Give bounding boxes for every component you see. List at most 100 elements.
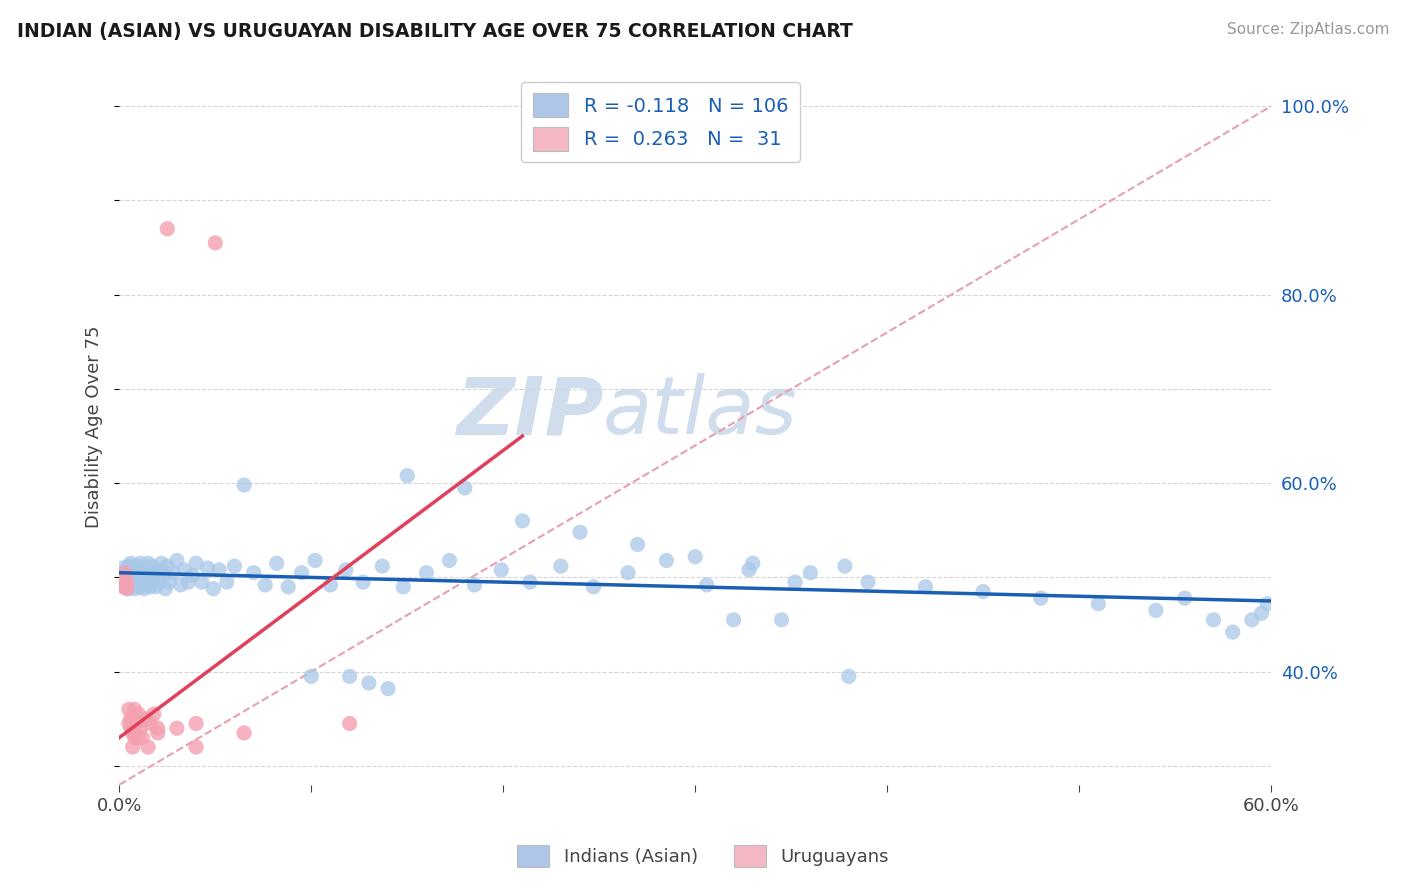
Point bbox=[299, 669, 322, 683]
Point bbox=[127, 577, 149, 591]
Point bbox=[770, 613, 793, 627]
Point bbox=[146, 726, 169, 740]
Point bbox=[127, 707, 149, 722]
Point bbox=[146, 563, 169, 577]
Point bbox=[723, 613, 745, 627]
Point bbox=[184, 740, 207, 755]
Point bbox=[1250, 606, 1272, 620]
Point bbox=[202, 582, 225, 596]
Point bbox=[696, 578, 718, 592]
Point bbox=[115, 575, 138, 590]
Point bbox=[136, 740, 159, 755]
Point bbox=[129, 580, 152, 594]
Point bbox=[156, 221, 179, 235]
Point bbox=[124, 582, 146, 596]
Point bbox=[1256, 597, 1278, 611]
Point bbox=[131, 731, 153, 745]
Point bbox=[191, 575, 214, 590]
Point bbox=[120, 575, 142, 590]
Point bbox=[339, 716, 361, 731]
Point bbox=[142, 707, 165, 722]
Point bbox=[215, 575, 238, 590]
Point bbox=[626, 537, 648, 551]
Point bbox=[914, 580, 936, 594]
Point bbox=[127, 563, 149, 577]
Point bbox=[184, 716, 207, 731]
Point bbox=[129, 721, 152, 735]
Point bbox=[550, 559, 572, 574]
Point bbox=[655, 553, 678, 567]
Point bbox=[118, 702, 141, 716]
Point bbox=[277, 580, 299, 594]
Point bbox=[738, 563, 761, 577]
Point bbox=[121, 578, 143, 592]
Point bbox=[197, 561, 219, 575]
Legend: Indians (Asian), Uruguayans: Indians (Asian), Uruguayans bbox=[509, 838, 897, 874]
Point bbox=[166, 553, 188, 567]
Point bbox=[139, 563, 162, 577]
Point bbox=[1222, 625, 1244, 640]
Point bbox=[415, 566, 437, 580]
Point bbox=[114, 566, 136, 580]
Point bbox=[139, 716, 162, 731]
Point bbox=[838, 669, 860, 683]
Point bbox=[131, 578, 153, 592]
Point bbox=[266, 556, 288, 570]
Point bbox=[339, 669, 361, 683]
Point bbox=[173, 563, 195, 577]
Legend: R = -0.118   N = 106, R =  0.263   N =  31: R = -0.118 N = 106, R = 0.263 N = 31 bbox=[522, 82, 800, 162]
Point bbox=[335, 563, 357, 577]
Point bbox=[136, 556, 159, 570]
Point bbox=[124, 702, 146, 716]
Point bbox=[120, 712, 142, 726]
Point bbox=[134, 561, 156, 575]
Point bbox=[1087, 597, 1109, 611]
Point bbox=[150, 556, 173, 570]
Point bbox=[155, 582, 177, 596]
Point bbox=[118, 559, 141, 574]
Point bbox=[856, 575, 879, 590]
Point bbox=[127, 731, 149, 745]
Point bbox=[352, 575, 374, 590]
Point bbox=[141, 559, 163, 574]
Point bbox=[170, 578, 193, 592]
Point bbox=[617, 566, 640, 580]
Point bbox=[121, 561, 143, 575]
Point bbox=[1240, 613, 1263, 627]
Point bbox=[396, 468, 419, 483]
Point bbox=[319, 578, 342, 592]
Point bbox=[454, 481, 477, 495]
Point bbox=[392, 580, 415, 594]
Point bbox=[112, 575, 135, 590]
Point bbox=[118, 572, 141, 586]
Point bbox=[204, 235, 226, 250]
Point bbox=[115, 582, 138, 596]
Point bbox=[1174, 591, 1197, 606]
Point bbox=[118, 716, 141, 731]
Point bbox=[184, 556, 207, 570]
Point bbox=[371, 559, 394, 574]
Point bbox=[741, 556, 763, 570]
Text: ZIP: ZIP bbox=[456, 374, 603, 451]
Point bbox=[125, 575, 148, 590]
Point bbox=[291, 566, 314, 580]
Point bbox=[120, 721, 142, 735]
Point bbox=[569, 525, 592, 540]
Point bbox=[118, 582, 141, 596]
Point bbox=[121, 726, 143, 740]
Point bbox=[114, 566, 136, 580]
Point bbox=[254, 578, 277, 592]
Point bbox=[439, 553, 461, 567]
Point bbox=[357, 676, 380, 690]
Text: Source: ZipAtlas.com: Source: ZipAtlas.com bbox=[1226, 22, 1389, 37]
Point bbox=[512, 514, 534, 528]
Point bbox=[1202, 613, 1225, 627]
Point bbox=[115, 577, 138, 591]
Point bbox=[146, 721, 169, 735]
Point bbox=[125, 559, 148, 574]
Point bbox=[152, 568, 174, 582]
Point bbox=[114, 580, 136, 594]
Text: INDIAN (ASIAN) VS URUGUAYAN DISABILITY AGE OVER 75 CORRELATION CHART: INDIAN (ASIAN) VS URUGUAYAN DISABILITY A… bbox=[17, 22, 853, 41]
Point bbox=[145, 580, 167, 594]
Point bbox=[156, 559, 179, 574]
